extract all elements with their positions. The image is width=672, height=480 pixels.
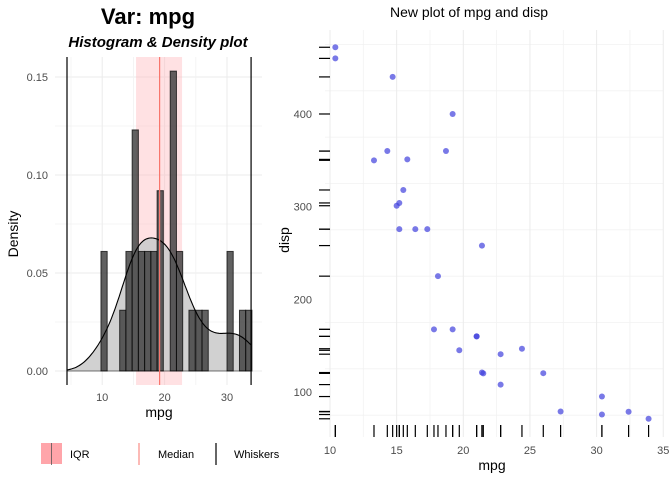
histogram-bar: [137, 250, 146, 372]
y-axis-label: Density: [5, 211, 21, 258]
legend-label-whiskers: Whiskers: [234, 449, 280, 461]
scatter-point: [400, 186, 407, 193]
scatter-point: [598, 411, 605, 418]
x-tick-label: 30: [590, 445, 602, 457]
legend: IQR Median Whiskers: [41, 443, 280, 465]
scatter-point: [449, 326, 456, 333]
scatter-point: [473, 333, 480, 340]
scatter-point: [557, 408, 564, 415]
scatter-chart: New plot of mpg and disp disp mpg 100 200…: [276, 4, 669, 473]
chart-subtitle: Histogram & Density plot: [68, 34, 248, 51]
x-tick-label: 10: [324, 445, 336, 457]
histogram-bar: [125, 250, 133, 372]
scatter-point: [497, 351, 504, 358]
y-tick-label: 0.00: [27, 366, 48, 378]
y-axis-label: disp: [276, 227, 292, 253]
x-tick-label: 20: [457, 445, 469, 457]
histogram-bar: [119, 309, 127, 372]
scatter-point: [625, 408, 632, 415]
scatter-point: [434, 273, 441, 280]
histogram-bar: [144, 250, 152, 372]
histogram-bar: [156, 190, 164, 372]
histogram-bar: [201, 309, 209, 372]
y-tick-label: 400: [294, 109, 312, 121]
scatter-point: [424, 226, 431, 233]
scatter-point: [404, 156, 411, 163]
scatter-point: [598, 393, 605, 400]
scatter-point: [540, 370, 547, 377]
y-tick-label: 200: [294, 294, 312, 306]
histogram-bar: [169, 70, 177, 372]
histogram-bar: [195, 309, 203, 372]
histogram-bar: [226, 250, 234, 372]
chart-title: Var: mpg: [101, 4, 195, 29]
y-tick-label: 100: [294, 387, 312, 399]
scatter-point: [456, 347, 463, 354]
scatter-point: [645, 415, 652, 422]
legend-label-median: Median: [158, 449, 194, 461]
histogram-bar: [150, 250, 158, 372]
x-axis-label: mpg: [478, 457, 505, 473]
x-tick-label: 20: [158, 392, 170, 404]
y-tick-label: 0.05: [27, 268, 48, 280]
scatter-point: [478, 369, 485, 376]
scatter-point: [497, 381, 504, 388]
x-tick-label: 10: [96, 392, 108, 404]
scatter-point: [396, 226, 403, 233]
histogram-bar: [238, 309, 247, 372]
scatter-point: [442, 148, 449, 155]
histogram-bar: [100, 250, 108, 372]
y-tick-label: 0.10: [27, 170, 48, 182]
scatter-point: [478, 242, 485, 249]
x-tick-label: 30: [221, 392, 233, 404]
chart-title: New plot of mpg and disp: [390, 4, 548, 20]
x-tick-label: 25: [524, 445, 536, 457]
histogram-bar: [175, 250, 184, 372]
scatter-point: [332, 55, 339, 62]
x-axis-label: mpg: [145, 404, 172, 420]
scatter-point: [389, 73, 396, 80]
x-tick-label: 15: [391, 445, 403, 457]
y-tick-label: 0.15: [27, 72, 48, 84]
density-line: [66, 237, 252, 371]
scatter-point: [370, 157, 377, 164]
scatter-point: [412, 226, 419, 233]
scatter-point: [449, 110, 456, 117]
scatter-point: [384, 148, 391, 155]
scatter-point: [332, 44, 339, 51]
scatter-point: [393, 202, 400, 209]
legend-label-iqr: IQR: [70, 449, 90, 461]
x-tick-label: 35: [657, 445, 669, 457]
histogram-density-chart: Var: mpg Histogram & Density plot Densit…: [5, 4, 262, 420]
histogram-bar: [188, 309, 196, 372]
scatter-point: [430, 326, 437, 333]
scatter-point: [518, 345, 525, 352]
y-tick-label: 300: [294, 202, 312, 214]
